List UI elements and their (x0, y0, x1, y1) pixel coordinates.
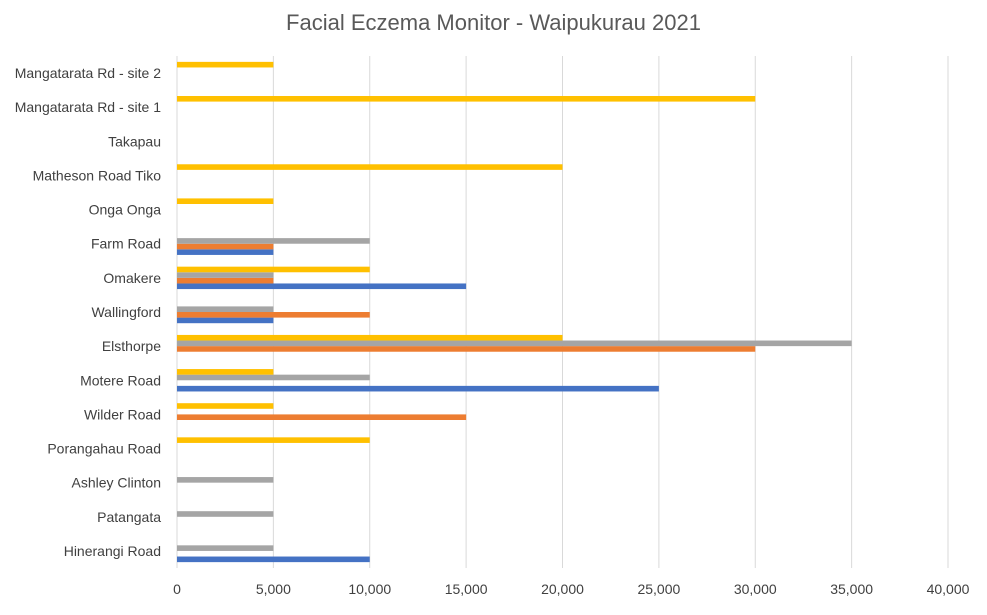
bar (177, 403, 274, 409)
category-label: Motere Road (80, 372, 161, 388)
bar (177, 277, 274, 284)
bar (177, 477, 274, 483)
bar (177, 306, 274, 312)
category-label: Matheson Road Tiko (33, 167, 162, 183)
category-label: Mangatarata Rd - site 2 (15, 65, 162, 81)
bar (177, 243, 274, 250)
category-label: Omakere (103, 270, 161, 286)
category-label: Porangahau Road (47, 441, 161, 457)
bar (177, 374, 370, 381)
x-tick-label: 20,000 (541, 581, 584, 597)
bar (177, 340, 852, 347)
bar (177, 437, 370, 443)
bar (177, 61, 274, 68)
x-tick-label: 25,000 (637, 581, 680, 597)
bar (177, 556, 370, 563)
bar (177, 369, 274, 375)
x-tick-label: 35,000 (830, 581, 873, 597)
category-label: Hinerangi Road (64, 543, 161, 559)
x-tick-label: 0 (173, 581, 181, 597)
x-tick-label: 5,000 (256, 581, 291, 597)
bar (177, 312, 370, 318)
bar (177, 198, 274, 204)
x-tick-label: 15,000 (445, 581, 488, 597)
bar (177, 164, 563, 170)
bar (177, 283, 467, 290)
bar (177, 545, 274, 551)
category-labels: Mangatarata Rd - site 2 Mangatarata Rd - … (15, 65, 162, 559)
chart-title: Facial Eczema Monitor - Waipukurau 2021 (286, 10, 701, 35)
x-tick-labels: 0 5,000 10,000 15,000 20,000 25,000 30,000 35,0… (173, 581, 970, 597)
category-label: Wilder Road (84, 406, 161, 422)
x-tick-label: 10,000 (348, 581, 391, 597)
category-label: Farm Road (91, 236, 161, 252)
bar (177, 266, 370, 273)
category-label: Onga Onga (89, 202, 162, 218)
category-label: Elsthorpe (102, 338, 161, 354)
bar (177, 511, 274, 517)
category-label: Patangata (97, 509, 161, 525)
bar (177, 334, 563, 341)
bar (177, 249, 274, 255)
bar (177, 317, 274, 324)
bar (177, 346, 756, 352)
bar (177, 414, 467, 420)
bar (177, 238, 370, 244)
bars-layer (177, 61, 852, 563)
category-label: Ashley Clinton (72, 475, 162, 491)
category-label: Mangatarata Rd - site 1 (15, 99, 162, 115)
bar (177, 272, 274, 278)
bar (177, 385, 659, 392)
x-tick-label: 40,000 (927, 581, 970, 597)
x-tick-label: 30,000 (734, 581, 777, 597)
category-label: Takapau (108, 133, 161, 149)
bar (177, 96, 756, 102)
category-label: Wallingford (91, 304, 161, 320)
